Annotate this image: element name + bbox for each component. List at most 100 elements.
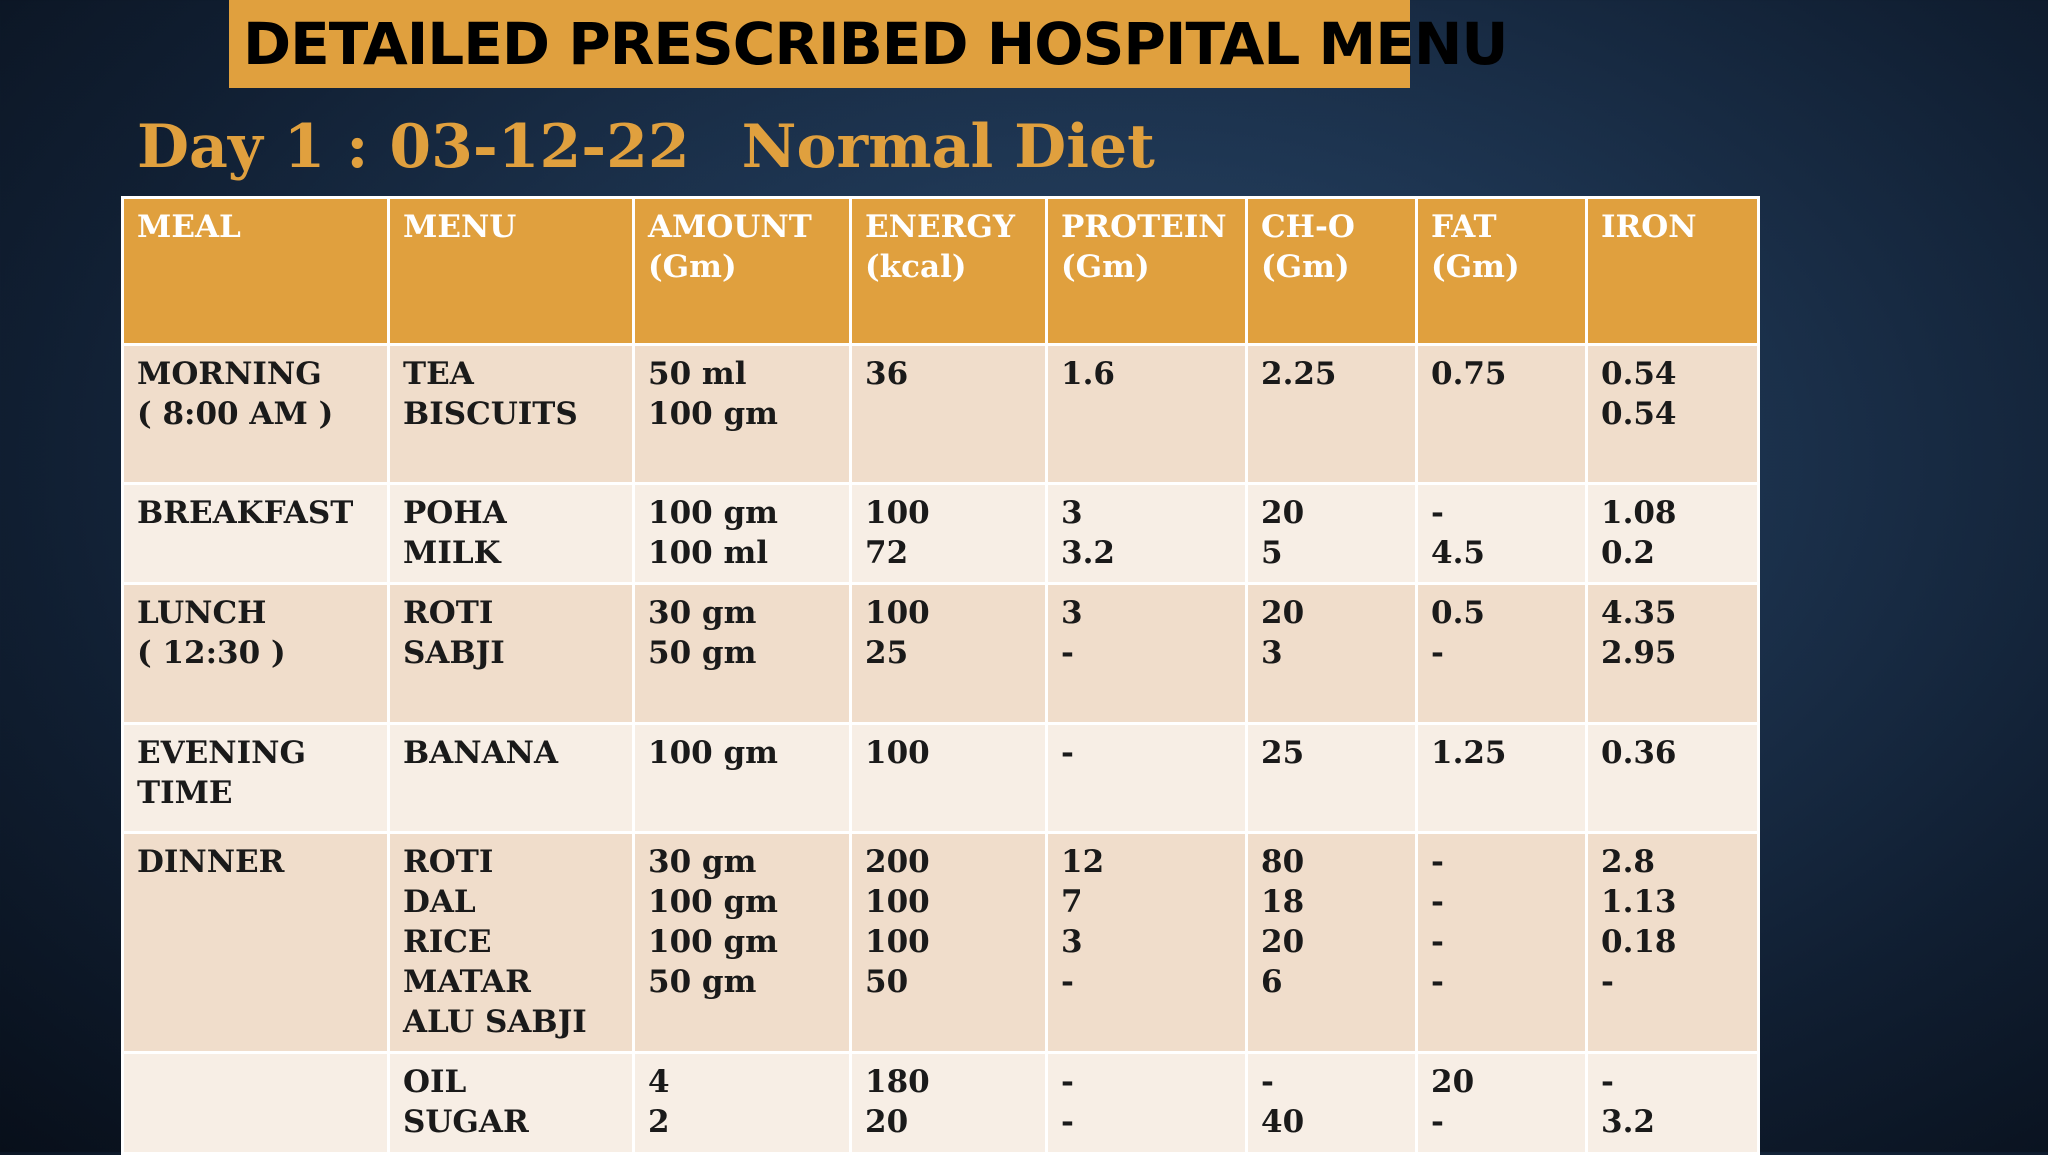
header-line: ENERGY: [865, 209, 1015, 245]
cell-line: -: [1431, 924, 1444, 960]
cell-meal: EVENING TIME: [121, 722, 390, 834]
cell-line: 20: [1261, 595, 1305, 631]
cell-line: 3.2: [1601, 1104, 1655, 1140]
cell-line: 0.2: [1601, 535, 1655, 571]
cell-protein: 3-: [1045, 582, 1248, 725]
cell-line: 0.5: [1431, 595, 1485, 631]
cell-line: MORNING: [137, 356, 322, 392]
cell-line: 2.25: [1261, 356, 1337, 392]
cell-line: -: [1431, 1104, 1444, 1140]
header-line: IRON: [1601, 209, 1697, 245]
cell-line: -: [1431, 884, 1444, 920]
cell-line: 100: [865, 595, 930, 631]
header-line: FAT: [1431, 209, 1497, 245]
cell-fat: 0.75: [1415, 343, 1588, 485]
cell-line: 180: [865, 1064, 930, 1100]
cell-cho: 80 18 20 6: [1245, 831, 1418, 1054]
cell-line: OIL: [403, 1064, 467, 1100]
cell-line: 3: [1061, 924, 1083, 960]
header-unit: (Gm): [648, 249, 737, 285]
cell-line: 12: [1061, 844, 1105, 880]
header-cho: CH-O (Gm): [1245, 196, 1418, 346]
cell-line: MATAR: [403, 964, 531, 1000]
cell-line: -: [1061, 1064, 1074, 1100]
cell-protein: -: [1045, 722, 1248, 834]
cell-line: TIME: [137, 775, 233, 811]
cell-line: 4: [648, 1064, 670, 1100]
cell-meal: BREAKFAST: [121, 482, 390, 585]
cell-cho: 20 5: [1245, 482, 1418, 585]
cell-line: 80: [1261, 844, 1305, 880]
cell-line: 2: [648, 1104, 670, 1140]
cell-line: -: [1601, 964, 1614, 1000]
cell-line: 100 gm: [648, 884, 778, 920]
cell-line: 100 ml: [648, 535, 769, 571]
cell-line: 1.25: [1431, 735, 1507, 771]
cell-line: LUNCH: [137, 595, 267, 631]
cell-line: 3: [1261, 635, 1283, 671]
cell-energy: 180 20: [849, 1051, 1048, 1155]
cell-line: -: [1061, 964, 1074, 1000]
cell-line: -: [1431, 964, 1444, 1000]
cell-energy: 200 100 100 50: [849, 831, 1048, 1054]
cell-menu: TEA BISCUITS: [387, 343, 635, 485]
cell-amount: 100 gm 100 ml: [632, 482, 852, 585]
cell-meal: [121, 1051, 390, 1155]
cell-line: 0.36: [1601, 735, 1677, 771]
cell-line: 100 gm: [648, 924, 778, 960]
cell-line: 50 gm: [648, 635, 757, 671]
cell-line: 36: [865, 356, 909, 392]
table-row: EVENING TIME BANANA 100 gm 100 - 25 1.25 …: [121, 722, 1760, 834]
cell-line: ( 8:00 AM ): [137, 396, 334, 432]
cell-line: 0.75: [1431, 356, 1507, 392]
cell-iron: 0.36: [1585, 722, 1760, 834]
cell-line: 100 gm: [648, 495, 778, 531]
title-banner: DETAILED PRESCRIBED HOSPITAL MENU: [229, 0, 1509, 88]
cell-menu: OIL SUGAR: [387, 1051, 635, 1155]
cell-meal: LUNCH ( 12:30 ): [121, 582, 390, 725]
header-unit: (Gm): [1431, 249, 1520, 285]
cell-line: 4.5: [1431, 535, 1485, 571]
cell-meal: MORNING ( 8:00 AM ): [121, 343, 390, 485]
day-date-label: Day 1 : 03-12-22: [137, 112, 690, 182]
cell-line: -: [1261, 1064, 1274, 1100]
cell-line: 72: [865, 535, 909, 571]
cell-line: 18: [1261, 884, 1305, 920]
cell-line: 100: [865, 495, 930, 531]
cell-line: 25: [1261, 735, 1305, 771]
cell-line: 20: [865, 1104, 909, 1140]
cell-meal: DINNER: [121, 831, 390, 1054]
cell-line: 200: [865, 844, 930, 880]
header-unit: (Gm): [1261, 249, 1350, 285]
header-amount: AMOUNT (Gm): [632, 196, 852, 346]
cell-line: 7: [1061, 884, 1083, 920]
header-line: MEAL: [137, 209, 241, 245]
cell-menu: POHA MILK: [387, 482, 635, 585]
cell-line: 40: [1261, 1104, 1305, 1140]
cell-line: -: [1061, 735, 1074, 771]
cell-line: 100 gm: [648, 735, 778, 771]
cell-line: 3: [1061, 495, 1083, 531]
header-meal: MEAL: [121, 196, 390, 346]
cell-line: -: [1431, 635, 1444, 671]
cell-line: 1.6: [1061, 356, 1115, 392]
cell-iron: 1.08 0.2: [1585, 482, 1760, 585]
cell-amount: 100 gm: [632, 722, 852, 834]
cell-protein: 1.6: [1045, 343, 1248, 485]
cell-line: 30 gm: [648, 595, 757, 631]
cell-line: 30 gm: [648, 844, 757, 880]
cell-menu: ROTI DAL RICE MATAR ALU SABJI: [387, 831, 635, 1054]
cell-line: -: [1061, 635, 1074, 671]
header-line: AMOUNT: [648, 209, 812, 245]
cell-energy: 100 25: [849, 582, 1048, 725]
cell-cho: - 40: [1245, 1051, 1418, 1155]
cell-fat: 1.25: [1415, 722, 1588, 834]
cell-line: 5: [1261, 535, 1283, 571]
cell-line: 50 gm: [648, 964, 757, 1000]
cell-line: 6: [1261, 964, 1283, 1000]
table-row: MORNING ( 8:00 AM ) TEA BISCUITS 50 ml 100 …: [121, 343, 1760, 485]
header-line: PROTEIN: [1061, 209, 1227, 245]
cell-line: 1.13: [1601, 884, 1677, 920]
cell-amount: 30 gm 50 gm: [632, 582, 852, 725]
